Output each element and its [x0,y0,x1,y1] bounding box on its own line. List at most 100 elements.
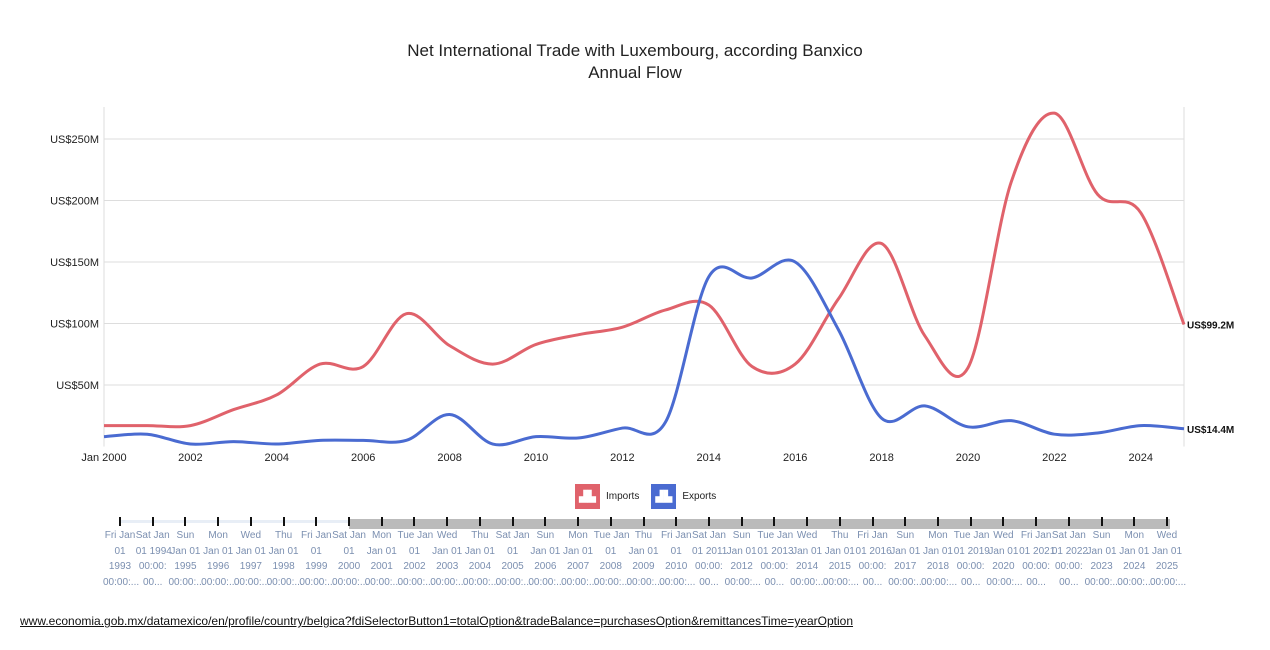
timeline-label-line: 00:00:... [332,576,369,588]
timeline-label-line: Sat Jan [1051,530,1086,541]
timeline-label-line: Thu [471,530,489,541]
timeline-slider[interactable]: Fri Jan 01 1993 00:00:... Sat Jan 01 1994 00:0… [0,510,1270,600]
x-tick-label: 2008 [437,452,461,464]
timeline-label-line: 00:00:... [528,576,565,588]
timeline-tick [478,517,481,526]
timeline-label-line: 00:00:... [626,576,663,588]
timeline-label-line: 00:00:... [659,576,696,588]
timeline-label-line: Jan 01 [235,545,266,557]
line-chart: US$50M US$100M US$150M US$200M US$250M Jan 20… [50,107,1234,464]
timeline-label-line: 00:00:... [822,576,859,588]
timeline-tick-label: Thu Jan 01 2015 00:00:... [822,528,859,590]
timeline-label-line: 01 2019 [953,545,990,557]
timeline-label-line: Fri Jan [104,530,136,541]
timeline-tick [577,517,580,526]
timeline-tick-label: Wed Jan 01 2025 00:00:... [1150,528,1186,590]
timeline-tick [1133,517,1136,526]
timeline-tick [1035,517,1038,526]
timeline-tick-label: Fri Jan 01 2021 00:00: 00... [1019,528,1056,590]
timeline-tick-label: Sat Jan 01 2005 00:00:... [495,528,532,590]
timeline-label-line: Fri Jan [1020,530,1052,541]
x-tick-label: 2002 [178,452,202,464]
timeline-label-line: Thu [634,530,653,541]
timeline-label-line: 2004 [468,561,492,572]
timeline-label-line: 2009 [632,561,655,572]
timeline-tick-label: Wed Jan 01 2003 00:00:... [430,528,467,590]
timeline-label-line: 00... [862,576,883,588]
series-line-exports [103,258,1185,447]
timeline-label-line: Jan 01 [170,545,201,557]
timeline-label-line: 01 [114,545,126,557]
timeline-tick [969,517,972,526]
timeline-label-line: 2006 [534,561,557,572]
timeline-label-line: 00:00:... [593,576,630,588]
y-tick-label: US$50M [56,380,99,392]
x-tick-label: 2024 [1129,452,1153,464]
legend-item-imports[interactable]: ▟▙ Imports [575,484,639,509]
timeline-tick-label: Sun Jan 01 2023 00:00:... [1084,528,1121,590]
timeline-label-line: 00:00:... [1084,576,1121,588]
timeline-label-line: Sat Jan [495,530,530,541]
timeline-label-line: 2025 [1155,561,1179,572]
source-link[interactable]: www.economia.gob.mx/datamexico/en/profil… [20,614,854,628]
timeline-label-line: 00:00:... [920,576,958,588]
timeline-tick-label: Sat Jan 01 2011 00:00: 00... [692,528,727,590]
timeline-tick [315,517,318,526]
timeline-selection[interactable] [349,519,1170,529]
timeline-tick-label: Tue Jan 01 2008 00:00:... [593,528,630,590]
timeline-label-line: 00:00:... [561,576,598,588]
title-text: Net International Trade with Luxembourg,… [407,41,863,60]
timeline-tick-label: Fri Jan 01 2016 00:00: 00... [856,528,892,590]
legend: ▟▙ Imports ▟▙ Exports [575,484,716,509]
timeline-label-line: 00... [960,576,981,588]
timeline-label-line: Sat Jan [135,530,170,541]
timeline-label-line: 2010 [665,561,688,572]
x-tick-label: 2016 [783,452,807,464]
timeline-label-line: 00... [699,576,719,588]
timeline-tick [675,517,678,526]
timeline-label-line: 00:00:... [430,576,467,588]
timeline-label-line: 00:00:... [1117,576,1154,588]
timeline-tick-label: Fri Jan 01 1999 00:00:... [299,528,336,590]
timeline-label-line: Jan 01 [268,545,299,557]
x-tick-label: 2004 [265,452,289,464]
timeline-label-line: Mon [208,530,228,541]
timeline-label-line: 01 2021 [1019,545,1056,557]
timeline-label-line: 00:00:... [364,576,401,588]
timeline-label-line: 00:00:... [233,576,271,588]
timeline-tick [217,517,220,526]
x-tick-label: 2022 [1042,452,1066,464]
timeline-label-line: Jan 01 [203,545,234,557]
timeline-label-line: Mon [1124,530,1144,541]
timeline-tick-label: Tue Jan 01 2002 00:00:... [397,528,433,590]
timeline-label-line: 00:00:... [299,576,336,588]
timeline-label-line: 2017 [894,561,917,572]
timeline-tick-label: Sat Jan 01 1994 00:00: 00... [135,528,172,590]
timeline-label-line: Jan 01 [726,545,757,557]
timeline-tick [151,517,154,526]
timeline-label-line: Tue Jan [953,530,990,541]
timeline-label-line: 1996 [207,561,230,572]
timeline-label-line: 00:00: [695,561,723,572]
x-tick-label: 2010 [524,452,548,464]
timeline-tick [380,517,383,526]
ship-icon: ▟▙ [651,484,677,509]
timeline-tick-label: Sat Jan 01 2022 00:00: 00... [1051,528,1088,590]
timeline-tick [609,517,612,526]
series-line-imports [104,111,1186,429]
timeline-label-line: 00... [1059,576,1079,588]
timeline-tick [773,517,776,526]
timeline-label-line: Jan 01 [1151,545,1183,557]
timeline-tick-label: Fri Jan 01 1993 00:00:... [103,528,139,590]
timeline-label-line: 1997 [239,561,262,572]
timeline-label-line: 00:00:... [790,576,827,588]
timeline-tick-label: Sun Jan 01 2006 00:00:... [528,528,565,590]
timeline-label-line: 00:00: [760,561,789,572]
y-tick-label: US$250M [50,134,99,146]
end-label: US$14.4M [1187,425,1234,436]
legend-item-exports[interactable]: ▟▙ Exports [651,484,716,509]
timeline-label-line: Wed [436,530,458,541]
timeline-label-line: 2020 [992,561,1015,572]
timeline-label-line: 2005 [501,561,524,572]
timeline-tick [544,517,547,526]
